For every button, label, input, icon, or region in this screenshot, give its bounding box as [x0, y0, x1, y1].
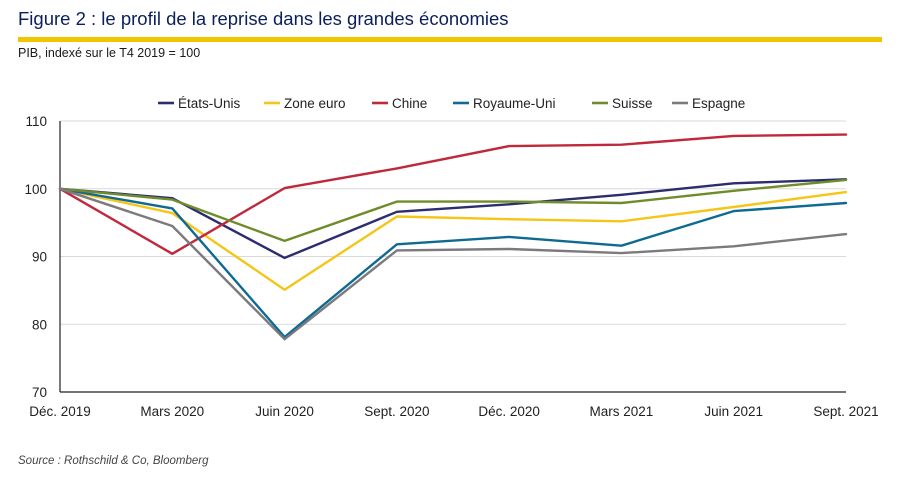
series-line-4 [58, 178, 848, 243]
y-tick-label: 70 [32, 385, 47, 400]
x-tick-label: Sept. 2021 [813, 404, 878, 419]
x-tick-label: Mars 2020 [140, 404, 204, 419]
legend-label: Royaume-Uni [473, 96, 556, 111]
series-lines [58, 133, 848, 341]
x-tick-label: Déc. 2019 [29, 404, 91, 419]
y-tick-label: 100 [24, 182, 47, 197]
y-tick-label: 90 [32, 250, 47, 265]
series-line-3 [58, 187, 848, 339]
legend-label: Suisse [612, 96, 653, 111]
legend-label: Chine [392, 96, 427, 111]
x-tick-label: Déc. 2020 [478, 404, 540, 419]
legend-label: Espagne [692, 96, 745, 111]
series-line-0 [58, 178, 848, 260]
series-line-5 [58, 187, 848, 341]
gridlines [60, 120, 846, 393]
legend-label: États-Unis [178, 96, 241, 111]
y-tick-label: 110 [25, 114, 47, 129]
x-tick-label: Juin 2021 [704, 404, 763, 419]
legend: États-Unis Zone euro Chine Royaume-Uni Suiss… [158, 96, 745, 111]
series-line-2 [58, 133, 848, 256]
chart-title: Figure 2 : le profil de la reprise dans … [18, 8, 509, 29]
title-accent-rule [18, 37, 882, 42]
source-note: Source : Rothschild & Co, Bloomberg [18, 455, 209, 467]
x-tick-label: Mars 2021 [590, 404, 654, 419]
legend-label: Zone euro [284, 96, 346, 111]
x-tick-label: Sept. 2020 [364, 404, 429, 419]
series-line-1 [58, 187, 848, 291]
y-tick-label: 80 [32, 317, 47, 332]
chart-subtitle: PIB, indexé sur le T4 2019 = 100 [18, 46, 201, 60]
x-tick-label: Juin 2020 [255, 404, 314, 419]
axes: 70 80 90 100 110 Déc. 2019 Mars 2020 Juin 2020 S… [24, 114, 878, 419]
